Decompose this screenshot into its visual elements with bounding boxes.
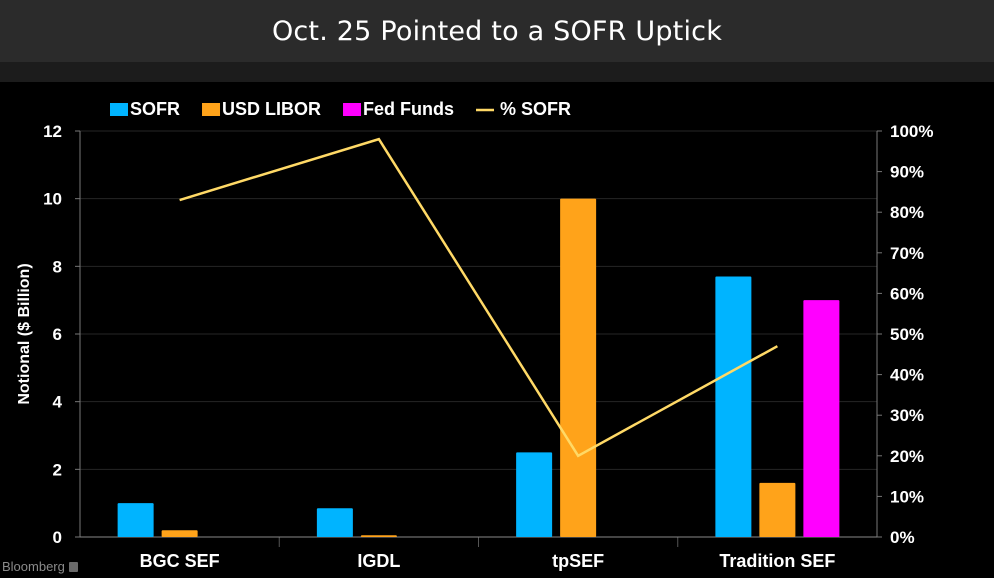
y2-tick-label: 50% [890,325,924,344]
y2-tick-label: 100% [890,122,933,141]
y-tick-label: 12 [43,122,62,141]
x-tick-label: BGC SEF [140,551,220,571]
legend-label: SOFR [130,99,180,119]
bloomberg-brand-text: Bloomberg [2,559,65,574]
bar-fed-funds [803,300,840,537]
y-tick-label: 10 [43,190,62,209]
y2-tick-label: 10% [890,487,924,506]
y2-tick-label: 60% [890,284,924,303]
y-tick-label: 8 [53,257,62,276]
bar-usd-libor [161,530,198,537]
line-percent-sofr [179,137,778,458]
bloomberg-logo: Bloomberg [2,559,78,574]
chart: 0 2 4 6 8 10 12 0% 10% 20% 30% 40% 50% 60% 70% 80% 90% 10… [16,99,933,571]
legend-label: % SOFR [500,99,571,119]
y-tick-label: 0 [53,528,62,547]
bar-usd-libor [360,535,397,537]
bar-sofr [715,276,752,537]
y-tick-label: 4 [53,393,63,412]
y-axis-title: Notional ($ Billion) [16,263,33,404]
y-tick-label: 6 [53,325,62,344]
bar-usd-libor [560,198,597,537]
y2-tick-label: 80% [890,203,924,222]
legend-swatch [110,103,128,116]
x-tick-label: tpSEF [552,551,604,571]
bar-usd-libor [759,482,796,537]
legend-label: USD LIBOR [222,99,321,119]
x-tick-label: Tradition SEF [719,551,835,571]
title-bar: Oct. 25 Pointed to a SOFR Uptick [0,0,994,62]
bloomberg-brand-icon [68,561,78,572]
page-title: Oct. 25 Pointed to a SOFR Uptick [271,15,723,47]
x-tick-label: IGDL [357,551,400,571]
legend-label: Fed Funds [363,99,454,119]
y-tick-label: 2 [53,460,62,479]
y2-tick-label: 90% [890,163,924,182]
y2-tick-label: 20% [890,447,924,466]
y2-tick-label: 0% [890,528,915,547]
bar-sofr [117,503,154,537]
header-band [0,62,994,82]
y2-tick-label: 70% [890,244,924,263]
bar-sofr [316,508,353,537]
bar-sofr [516,452,553,537]
y2-tick-label: 30% [890,406,924,425]
legend-swatch [343,103,362,116]
legend-swatch [202,103,221,116]
y2-tick-label: 40% [890,366,924,385]
